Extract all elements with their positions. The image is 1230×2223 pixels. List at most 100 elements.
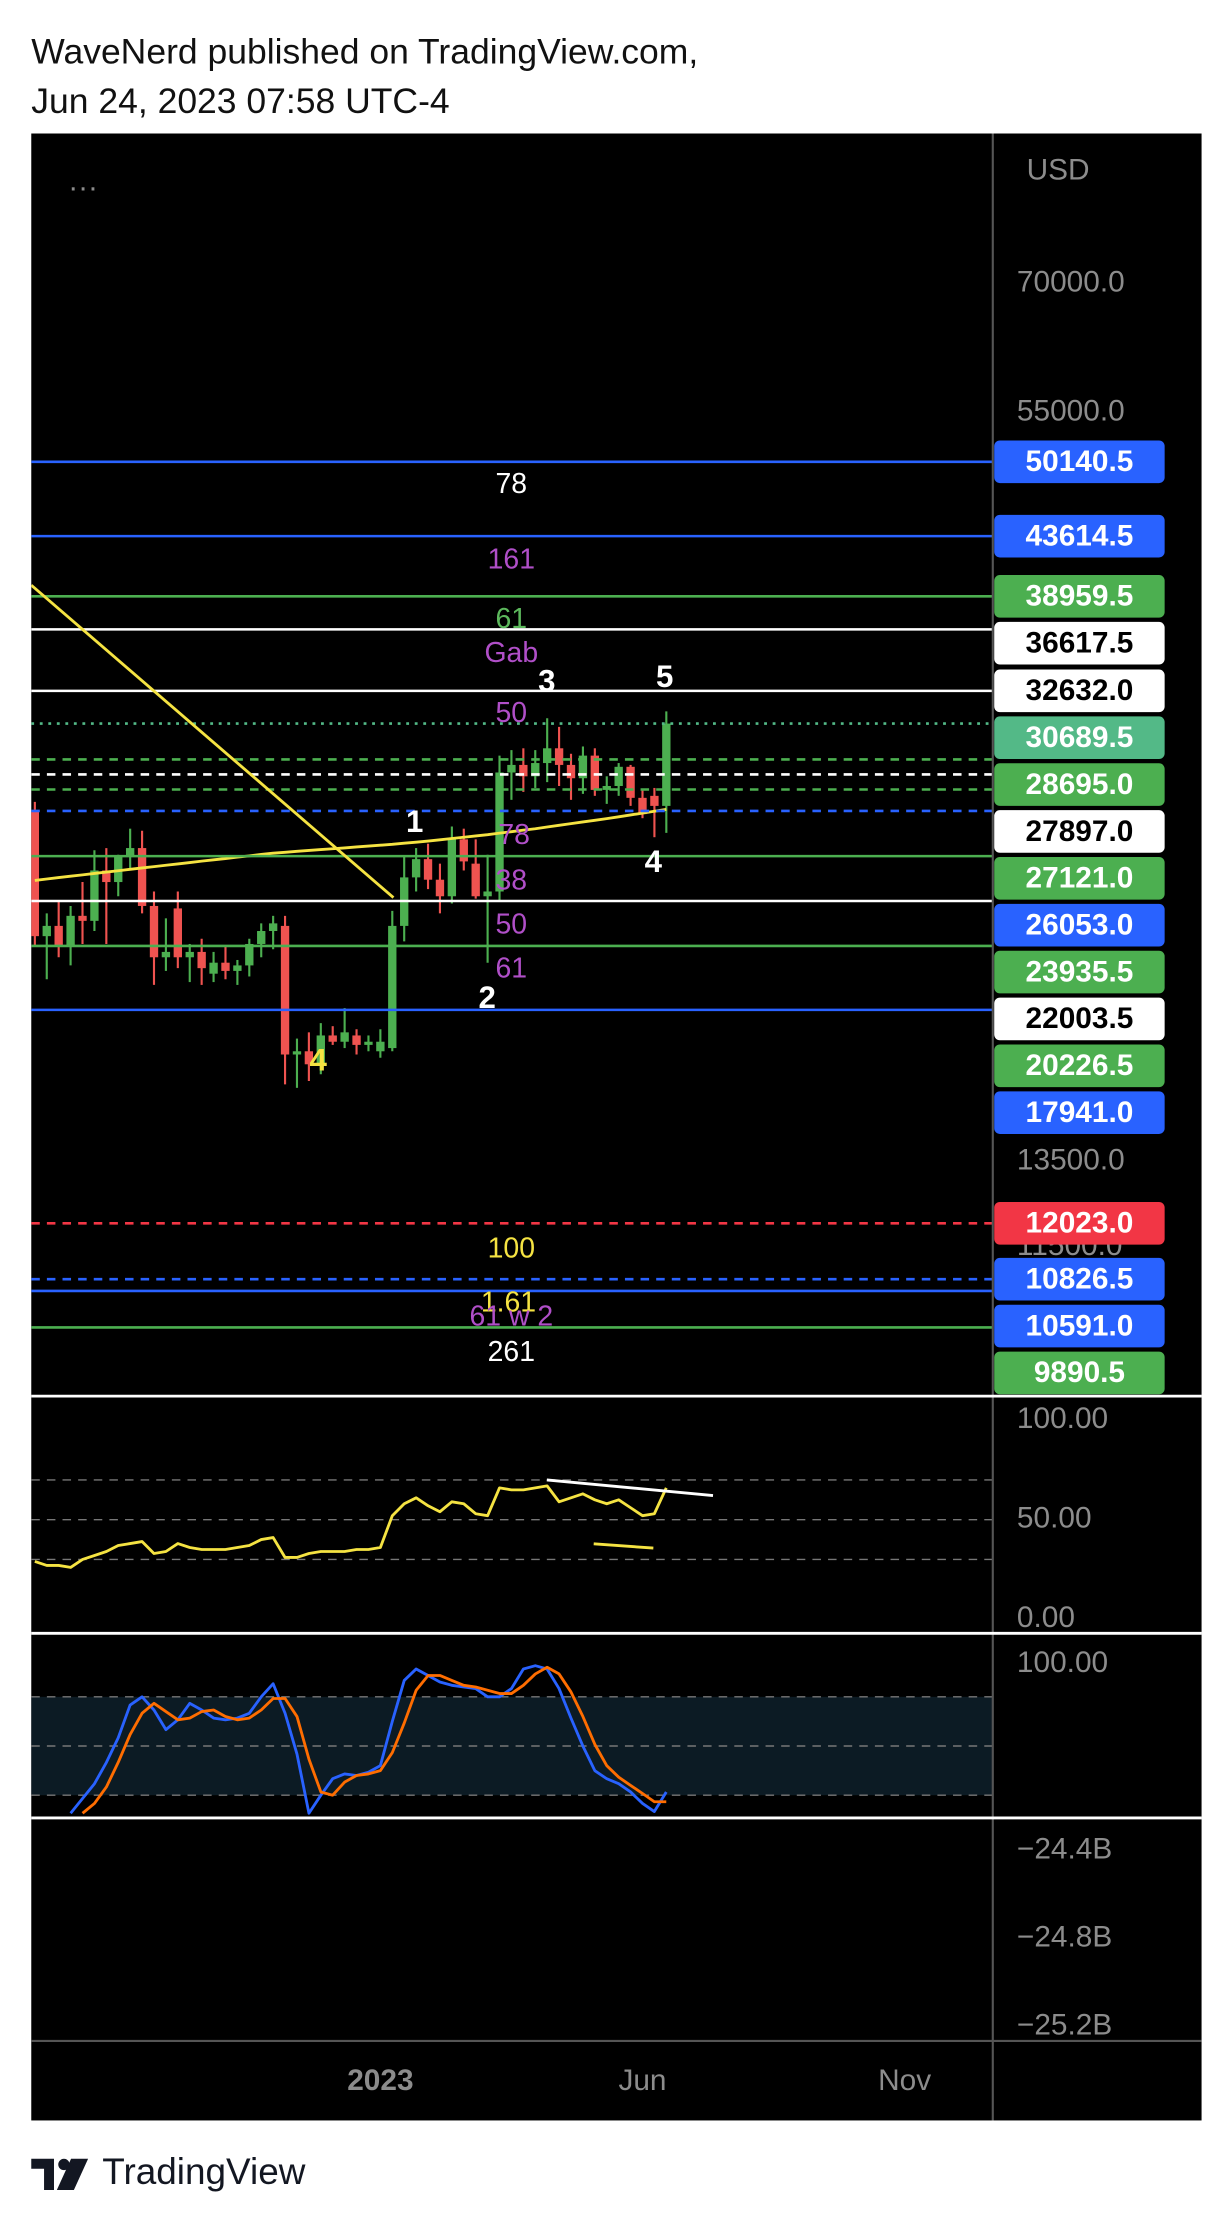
candle-body xyxy=(662,723,671,806)
indicator-line xyxy=(34,1484,668,1569)
candle-body xyxy=(352,1035,361,1045)
trend-line xyxy=(31,584,395,899)
wave-label: 5 xyxy=(656,659,673,694)
y-tick-label: 70000.0 xyxy=(1017,266,1125,299)
candle-body xyxy=(209,962,218,974)
candle-body xyxy=(245,943,254,966)
price-label-box xyxy=(994,857,1165,900)
x-tick-label: Nov xyxy=(878,2064,931,2097)
candle-body xyxy=(197,951,206,969)
price-label: 30689.5 xyxy=(1026,721,1134,754)
price-label-box xyxy=(994,575,1165,618)
price-label-box xyxy=(994,1351,1165,1395)
annotation: 161 xyxy=(488,544,535,576)
candle-body xyxy=(125,848,135,857)
stoch-pane xyxy=(31,1664,993,1815)
candle-body xyxy=(650,795,659,806)
price-label-box xyxy=(994,1044,1165,1088)
candle-body xyxy=(388,925,397,1049)
price-label-box xyxy=(994,514,1165,558)
logo-mark xyxy=(31,2158,54,2191)
annotation: 78 xyxy=(496,468,528,500)
price-label-box xyxy=(994,716,1165,760)
price-label: 10826.5 xyxy=(1026,1262,1134,1295)
price-label: 27897.0 xyxy=(1026,815,1134,848)
price-label-box xyxy=(994,810,1165,853)
candle-body xyxy=(483,891,492,897)
candle-body xyxy=(221,962,230,971)
price-label-box xyxy=(994,763,1165,806)
price-label: 9890.5 xyxy=(1034,1356,1125,1389)
candle-body xyxy=(292,1051,302,1055)
candle-body xyxy=(42,925,51,937)
price-label-box xyxy=(994,1091,1165,1134)
annotation: 61 w 2 xyxy=(469,1301,553,1333)
candle-body xyxy=(543,748,552,764)
footer-logo xyxy=(31,2158,89,2191)
price-pane xyxy=(31,460,993,1329)
candle-body xyxy=(54,925,63,947)
price-label-box xyxy=(994,1201,1165,1245)
candle-body xyxy=(638,797,647,815)
annotation: 78 xyxy=(498,819,530,851)
price-label: 22003.5 xyxy=(1026,1002,1134,1035)
price-label: 27121.0 xyxy=(1026,862,1134,895)
candle-body xyxy=(459,839,468,862)
price-label-box xyxy=(994,440,1165,484)
logo-mark xyxy=(58,2158,70,2171)
candle-body xyxy=(364,1041,373,1045)
wave-label: 1 xyxy=(406,804,423,839)
candle-body xyxy=(316,1035,325,1065)
menu-dots[interactable]: ··· xyxy=(68,171,98,204)
price-label-box xyxy=(994,621,1165,665)
price-label: 50140.5 xyxy=(1026,445,1134,478)
x-tick-label: Jun xyxy=(618,2064,666,2097)
candle-body xyxy=(376,1041,385,1052)
rsi-trend-line xyxy=(546,1478,714,1497)
price-label-box xyxy=(994,950,1165,994)
price-label-box xyxy=(994,1304,1165,1348)
candle-body xyxy=(340,1032,349,1042)
price-label-box xyxy=(994,997,1165,1041)
wave-label: 2 xyxy=(478,980,495,1015)
candle-body xyxy=(304,1051,314,1065)
wave-label: 3 xyxy=(538,663,555,698)
annotation: 100 xyxy=(488,1232,535,1264)
price-label: 28695.0 xyxy=(1026,768,1134,801)
logo-mark xyxy=(56,2158,89,2191)
candle-body xyxy=(173,908,182,958)
price-label: 17941.0 xyxy=(1026,1096,1134,1129)
candle-body xyxy=(161,951,171,958)
price-label: 38959.5 xyxy=(1026,580,1134,613)
price-label: 36617.5 xyxy=(1026,627,1134,660)
candle-body xyxy=(66,915,75,947)
price-label-box xyxy=(994,669,1165,713)
moving-average xyxy=(34,808,667,882)
y-tick-label: 55000.0 xyxy=(1017,394,1125,427)
annotation: 50 xyxy=(496,909,528,941)
price-label: 32632.0 xyxy=(1026,674,1134,707)
price-label-box xyxy=(994,1257,1165,1301)
candle-body xyxy=(447,839,457,897)
indicator-line xyxy=(81,1665,667,1815)
price-label: 12023.0 xyxy=(1026,1207,1134,1240)
candle-body xyxy=(566,764,576,779)
candle-body xyxy=(328,1035,337,1042)
price-label: 20226.5 xyxy=(1026,1049,1134,1082)
candle-body xyxy=(423,859,433,880)
y-tick-label: 13500.0 xyxy=(1017,1143,1125,1176)
candle-body xyxy=(519,764,528,777)
candle-body xyxy=(185,951,194,958)
candle-body xyxy=(590,755,600,790)
y-tick-label: 50.00 xyxy=(1017,1502,1092,1535)
y-tick-label: 100.00 xyxy=(1017,1402,1108,1435)
annotation: 261 xyxy=(488,1336,535,1368)
y-tick-label: 0.00 xyxy=(1017,1601,1075,1634)
candle-body xyxy=(31,812,40,937)
indicator-line xyxy=(69,1664,668,1815)
candle-body xyxy=(78,915,87,921)
price-label: 23935.5 xyxy=(1026,955,1134,988)
price-label-box xyxy=(994,903,1165,947)
candle-body xyxy=(435,879,445,897)
